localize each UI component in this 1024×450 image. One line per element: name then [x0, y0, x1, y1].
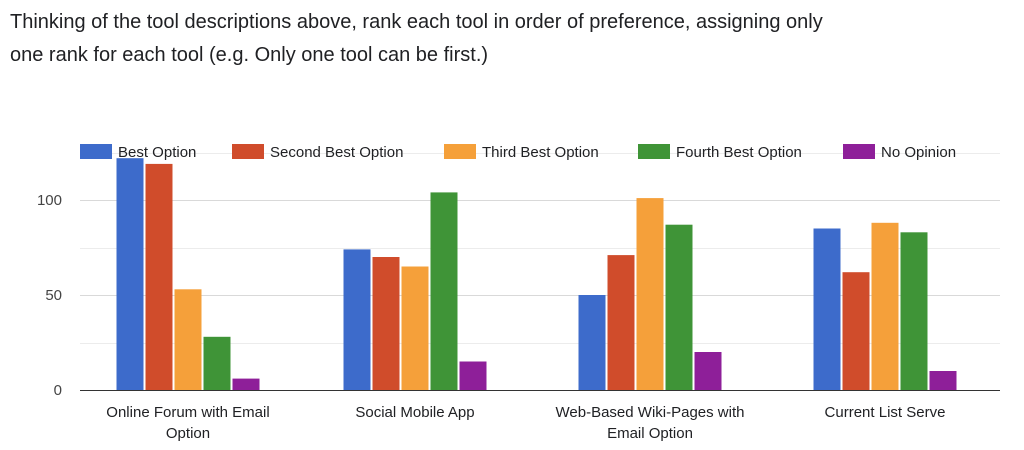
x-category-label: Social Mobile App [355, 404, 474, 421]
bar [116, 158, 144, 390]
bar [372, 257, 400, 390]
legend-label: Third Best Option [482, 144, 599, 161]
legend-swatch [444, 144, 476, 159]
bar [694, 352, 722, 390]
question-text: Thinking of the tool descriptions above,… [10, 6, 1010, 72]
bar [929, 371, 957, 390]
bar [145, 163, 173, 390]
legend-swatch [843, 144, 875, 159]
legend-label: Best Option [118, 144, 196, 161]
x-category-label: Email Option [607, 425, 693, 442]
bar [430, 192, 458, 390]
x-category-label: Option [166, 425, 210, 442]
bar [401, 266, 429, 390]
legend-swatch [638, 144, 670, 159]
legend-item[interactable]: Third Best Option [444, 144, 599, 161]
legend-swatch [80, 144, 112, 159]
bar [813, 228, 841, 390]
legend-item[interactable]: Fourth Best Option [638, 144, 802, 161]
bar [343, 249, 371, 390]
x-category-label: Web-Based Wiki-Pages with [556, 404, 745, 421]
bar [232, 378, 260, 390]
legend-swatch [232, 144, 264, 159]
legend-label: No Opinion [881, 144, 956, 161]
bar [665, 224, 693, 390]
y-tick-label: 50 [45, 287, 62, 304]
y-axis-ticks: 0 50 100 [37, 192, 62, 399]
bar [607, 255, 635, 390]
bar [842, 272, 870, 390]
category-labels: Online Forum with Email Option Social Mobi… [106, 404, 945, 442]
y-tick-label: 0 [54, 382, 62, 399]
x-category-label: Online Forum with Email [106, 404, 269, 421]
x-category-label: Current List Serve [825, 404, 946, 421]
bar [871, 222, 899, 390]
legend-item[interactable]: No Opinion [843, 144, 956, 161]
legend-item[interactable]: Second Best Option [232, 144, 403, 161]
question-line-1: Thinking of the tool descriptions above,… [10, 11, 823, 33]
bars [116, 158, 957, 390]
bar [900, 232, 928, 390]
bar [459, 361, 487, 390]
bar [578, 295, 606, 390]
y-tick-label: 100 [37, 192, 62, 209]
legend-item[interactable]: Best Option [80, 144, 196, 161]
legend-label: Second Best Option [270, 144, 403, 161]
bar [636, 198, 664, 390]
bar [203, 336, 231, 390]
legend: Best Option Second Best Option Third Best … [80, 144, 956, 161]
legend-label: Fourth Best Option [676, 144, 802, 161]
bar [174, 289, 202, 390]
question-line-2: one rank for each tool (e.g. Only one to… [10, 44, 489, 66]
